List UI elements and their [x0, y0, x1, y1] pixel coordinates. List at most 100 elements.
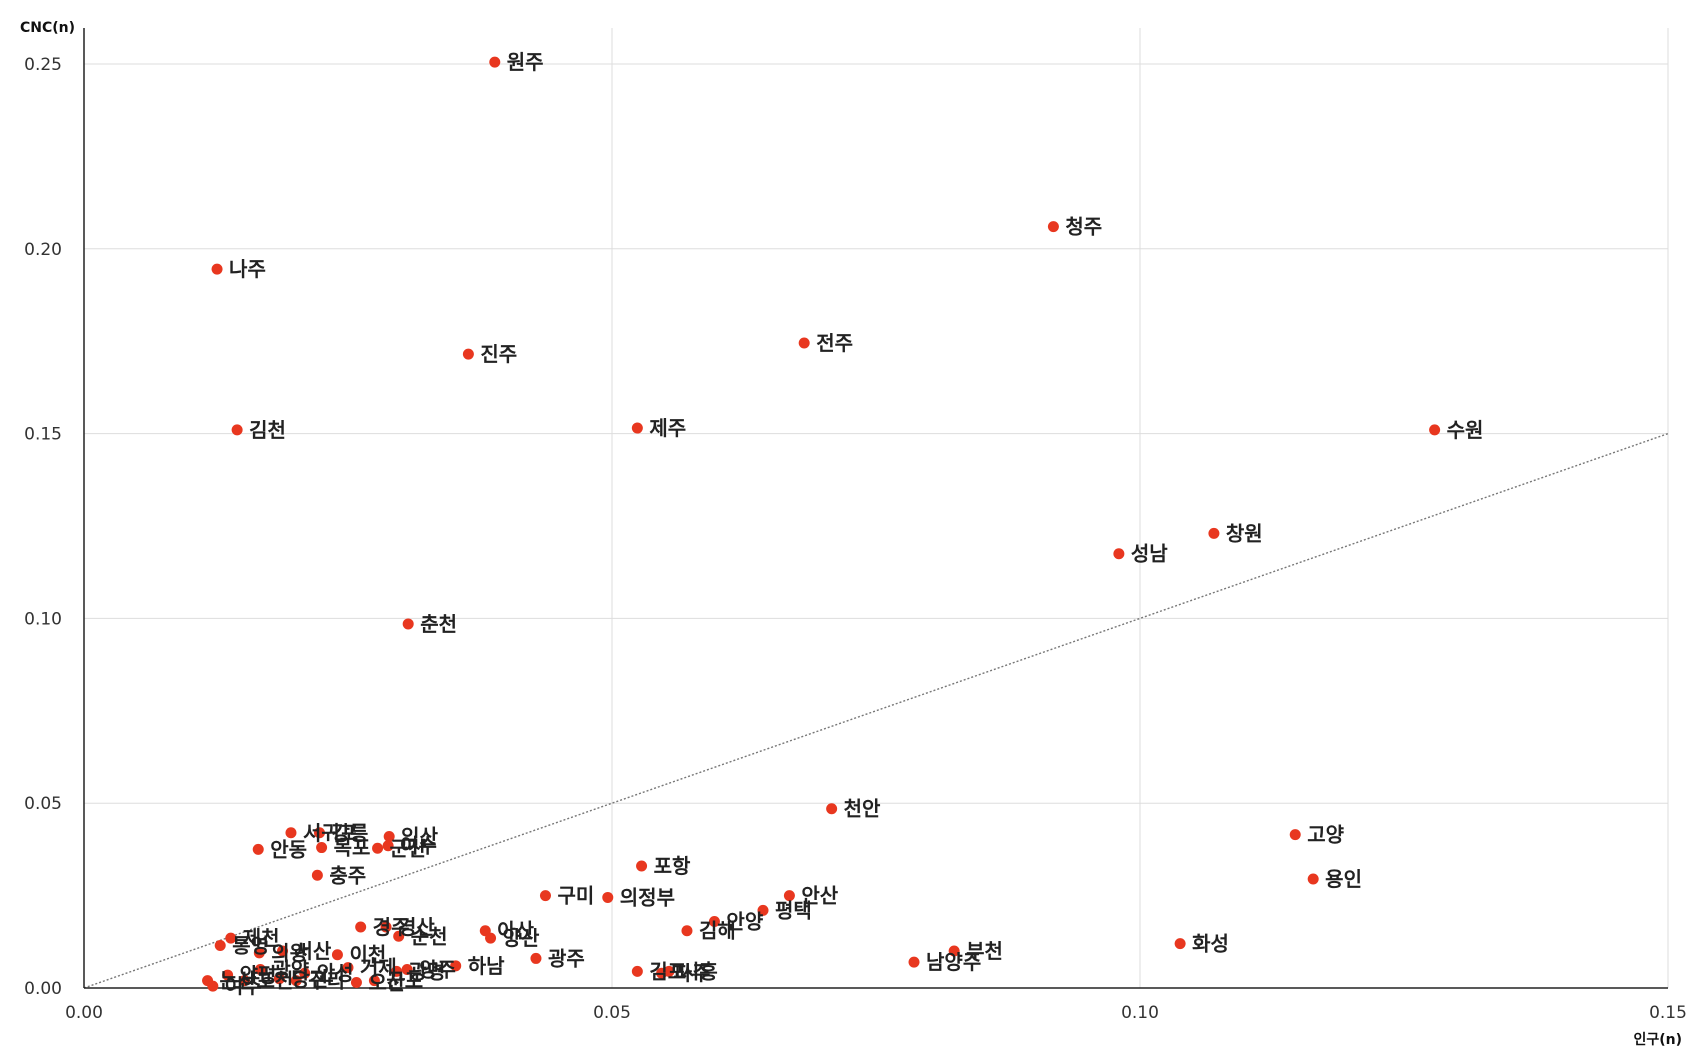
point-label: 순천 — [411, 924, 448, 948]
x-tick-label: 0.10 — [1121, 1003, 1159, 1023]
point-label: 구리 — [308, 969, 345, 993]
data-point — [214, 939, 226, 951]
data-point — [1307, 873, 1319, 885]
data-point — [372, 842, 384, 854]
data-point — [368, 975, 380, 987]
axes — [83, 28, 1668, 989]
data-point — [239, 975, 251, 987]
point-label: 김천 — [249, 418, 286, 442]
data-point — [383, 830, 395, 842]
data-point — [1113, 548, 1125, 560]
point-label: 당진 — [291, 967, 328, 991]
point-label: 양산 — [503, 926, 540, 950]
data-point — [1429, 424, 1441, 436]
data-point — [299, 967, 311, 979]
data-point — [948, 945, 960, 957]
point-label: 남양주 — [926, 950, 981, 974]
point-label: 춘천 — [420, 612, 457, 636]
data-point — [908, 956, 920, 968]
y-tick-label: 0.15 — [24, 425, 62, 445]
point-label: 성남 — [1131, 542, 1168, 566]
x-tick-label: 0.15 — [1649, 1003, 1687, 1023]
data-point — [1289, 829, 1301, 841]
data-points — [202, 56, 1441, 992]
data-point — [681, 925, 693, 937]
point-label: 오산 — [368, 970, 405, 994]
data-point — [311, 869, 323, 881]
point-label: 하남 — [468, 954, 505, 978]
point-label: 부천 — [966, 939, 1003, 963]
point-label: 파주 — [674, 961, 711, 985]
data-point — [1208, 527, 1220, 539]
tick-labels: 0.00 0.05 0.10 0.15 0.00 0.05 0.10 0.15 0.20 0.25 — [24, 55, 1687, 1023]
data-point — [485, 932, 497, 944]
data-point — [222, 969, 234, 981]
y-tick-label: 0.10 — [24, 609, 62, 629]
data-point — [252, 843, 264, 855]
point-label: 강릉 — [331, 821, 368, 845]
point-label: 이천 — [349, 943, 386, 967]
data-point — [393, 930, 405, 942]
data-point — [708, 915, 720, 927]
data-point — [462, 348, 474, 360]
data-point — [602, 891, 614, 903]
point-label: 구미 — [557, 884, 594, 908]
point-label: 고양 — [1307, 823, 1344, 847]
point-label: 시흥 — [681, 959, 718, 983]
point-label: 천안 — [844, 797, 881, 821]
point-label: 안성 — [317, 961, 354, 985]
point-label: 양평 — [240, 963, 277, 987]
point-label: 경산 — [398, 915, 435, 939]
data-point — [331, 949, 343, 961]
data-point — [273, 973, 285, 985]
point-label: 안동 — [270, 837, 307, 861]
point-label: 제주 — [649, 416, 686, 440]
point-label: 의정부 — [620, 885, 675, 909]
data-point — [211, 263, 223, 275]
y-tick-label: 0.25 — [24, 55, 62, 75]
data-point — [207, 980, 219, 992]
point-label: 익산 — [401, 824, 438, 848]
data-point — [277, 945, 289, 957]
point-label: 의왕 — [271, 941, 308, 965]
point-label: 김포 — [649, 959, 686, 983]
x-tick-label: 0.00 — [65, 1003, 103, 1023]
point-label: 군포 — [386, 969, 423, 993]
data-point — [225, 932, 237, 944]
data-point — [1174, 938, 1186, 950]
data-point — [316, 842, 328, 854]
point-label: 진주 — [480, 342, 517, 366]
point-label: 평택 — [775, 898, 812, 922]
y-tick-label: 0.05 — [24, 794, 62, 814]
data-point — [290, 975, 302, 987]
data-point — [656, 967, 668, 979]
data-point — [783, 890, 795, 902]
point-label: 수원 — [1447, 418, 1484, 442]
data-point — [285, 827, 297, 839]
point-label: 김해 — [699, 919, 736, 943]
data-point — [254, 964, 266, 976]
data-point — [342, 962, 354, 974]
point-label: 광명 — [409, 959, 446, 983]
point-label: 안산 — [801, 884, 838, 908]
data-point — [402, 618, 414, 630]
data-point — [231, 424, 243, 436]
data-point — [631, 422, 643, 434]
data-point — [382, 840, 394, 852]
point-label: 여수 — [400, 834, 437, 858]
data-point — [530, 952, 542, 964]
data-point — [313, 827, 325, 839]
point-label: 목포 — [334, 836, 371, 860]
point-label: 제천 — [243, 926, 280, 950]
point-label: 광양 — [272, 958, 309, 982]
data-point — [380, 921, 392, 933]
data-point — [391, 965, 403, 977]
point-label: 원주 — [507, 50, 544, 74]
point-label: 여주 — [225, 974, 262, 998]
point-label: 안양 — [726, 909, 763, 933]
data-point — [636, 860, 648, 872]
point-label: 전주 — [816, 331, 853, 355]
data-point — [798, 337, 810, 349]
